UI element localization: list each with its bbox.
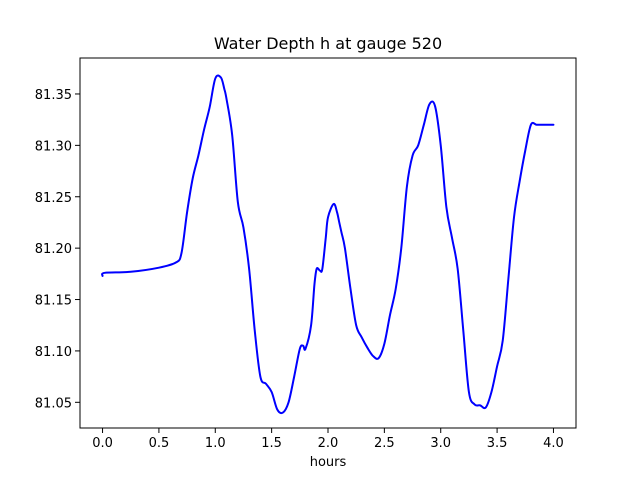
chart-title: Water Depth h at gauge 520 <box>214 34 442 53</box>
x-tick-label: 1.5 <box>261 436 282 451</box>
y-tick-label: 81.20 <box>35 242 72 257</box>
x-tick-label: 3.0 <box>430 436 451 451</box>
y-tick-label: 81.10 <box>35 345 72 360</box>
y-tick-label: 81.15 <box>35 294 72 309</box>
x-tick-label: 4.0 <box>543 436 564 451</box>
y-tick-label: 81.35 <box>35 88 72 103</box>
x-tick-label: 3.5 <box>487 436 508 451</box>
x-tick-label: 2.5 <box>374 436 395 451</box>
series-line <box>101 74 555 415</box>
y-tick-label: 81.30 <box>35 139 72 154</box>
x-axis-label: hours <box>310 455 347 470</box>
x-axis: 0.0 0.5 1.0 1.5 2.0 2.5 3.0 3.5 4.0 <box>92 428 564 451</box>
x-tick-label: 0.0 <box>92 436 113 451</box>
y-tick-label: 81.25 <box>35 191 72 206</box>
x-tick-label: 0.5 <box>149 436 170 451</box>
y-tick-label: 81.05 <box>35 396 72 411</box>
x-tick-label: 2.0 <box>318 436 339 451</box>
y-axis: 81.05 81.10 81.15 81.20 81.25 81.30 81.35 <box>35 88 80 411</box>
x-tick-label: 1.0 <box>205 436 226 451</box>
